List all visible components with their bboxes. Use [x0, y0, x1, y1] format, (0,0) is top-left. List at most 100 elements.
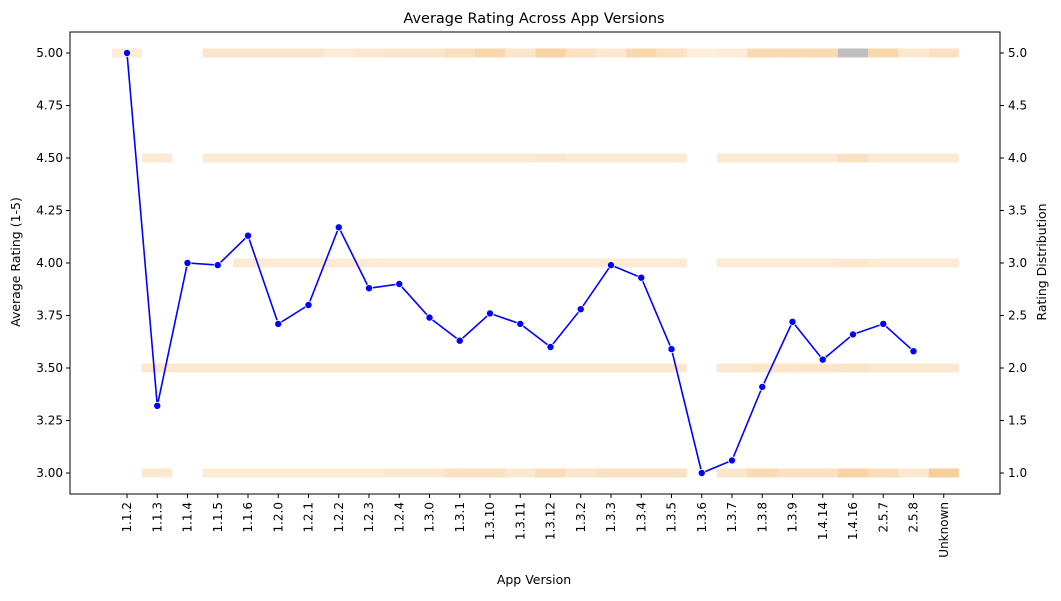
- heat-cell: [898, 363, 929, 373]
- heat-cell: [263, 468, 294, 478]
- data-point: [788, 317, 797, 326]
- heat-cell: [414, 468, 445, 478]
- x-tick-label: 2.5.7: [876, 502, 890, 533]
- heat-cell: [232, 363, 264, 373]
- heat-cell: [505, 153, 536, 163]
- data-point: [879, 319, 888, 328]
- heat-cell: [293, 258, 324, 268]
- heat-cell: [353, 258, 385, 268]
- data-point: [849, 330, 858, 339]
- x-tick-label: 1.2.4: [392, 502, 406, 533]
- heat-cell: [565, 468, 596, 478]
- y-tick-label-right: 5.0: [1008, 46, 1027, 60]
- heat-cell: [565, 48, 596, 58]
- data-point: [425, 313, 434, 322]
- heat-cell: [747, 258, 778, 268]
- heat-cell: [565, 363, 596, 373]
- y-tick-label-right: 4.0: [1008, 151, 1027, 165]
- heat-cell: [928, 468, 959, 478]
- heat-cell: [353, 48, 385, 58]
- heat-cell: [595, 363, 627, 373]
- y-tick-label-left: 4.75: [36, 99, 63, 113]
- heat-cell: [535, 468, 566, 478]
- data-point: [637, 273, 646, 282]
- heat-cell: [414, 363, 445, 373]
- data-point: [909, 347, 918, 356]
- heat-cell: [263, 363, 294, 373]
- heat-cell: [716, 363, 748, 373]
- heat-cell: [142, 363, 173, 373]
- heat-cell: [898, 468, 929, 478]
- x-tick-label: 1.2.0: [271, 502, 285, 533]
- heat-cell: [626, 258, 657, 268]
- y-axis-label-right: Rating Distribution: [1034, 203, 1049, 320]
- heat-cell: [837, 363, 869, 373]
- heat-cell: [384, 258, 415, 268]
- data-point: [334, 223, 343, 232]
- data-point: [213, 261, 222, 270]
- heat-cell: [384, 48, 415, 58]
- heat-cell: [202, 153, 233, 163]
- heat-cell: [323, 153, 354, 163]
- heat-cell: [656, 48, 687, 58]
- heat-cell: [807, 258, 838, 268]
- heat-cell: [444, 468, 475, 478]
- heat-cell: [807, 363, 838, 373]
- data-point: [274, 319, 283, 328]
- heat-cell: [353, 153, 385, 163]
- y-tick-label-left: 5.00: [36, 46, 63, 60]
- heat-cell: [928, 258, 959, 268]
- heat-cell: [384, 468, 415, 478]
- heat-cell: [928, 153, 959, 163]
- heat-cell: [293, 153, 324, 163]
- x-tick-label: 1.3.11: [513, 502, 527, 540]
- data-point: [546, 342, 555, 351]
- heat-cell: [747, 48, 778, 58]
- x-tick-label: 1.3.0: [423, 502, 437, 533]
- heat-cell: [535, 363, 566, 373]
- x-tick-label: 1.2.2: [332, 502, 346, 533]
- heat-cell: [444, 48, 475, 58]
- x-tick-label: 1.2.3: [362, 502, 376, 533]
- heat-cell: [505, 258, 536, 268]
- heat-cell: [837, 258, 869, 268]
- x-tick-label: 1.3.1: [453, 502, 467, 533]
- heat-cell: [474, 468, 506, 478]
- data-point: [667, 345, 676, 354]
- heat-cell: [474, 153, 506, 163]
- heat-cell: [444, 258, 475, 268]
- x-tick-label: 1.1.2: [120, 502, 134, 533]
- heat-cell: [868, 258, 899, 268]
- heat-cell: [837, 153, 869, 163]
- y-axis-label-left: Average Rating (1-5): [8, 197, 23, 327]
- heat-cell: [505, 468, 536, 478]
- y-tick-label-left: 4.50: [36, 151, 63, 165]
- data-point: [485, 309, 494, 318]
- heat-cell: [323, 468, 354, 478]
- heat-cell: [868, 363, 899, 373]
- data-point: [153, 401, 162, 410]
- x-tick-label: 1.1.3: [150, 502, 164, 533]
- y-tick-label-left: 3.75: [36, 309, 63, 323]
- data-point: [183, 258, 192, 267]
- heat-cell: [263, 48, 294, 58]
- x-tick-label: 1.1.4: [181, 502, 195, 533]
- heat-cell: [414, 153, 445, 163]
- heat-cell: [323, 363, 354, 373]
- heat-cell: [686, 48, 717, 58]
- heat-cell: [626, 153, 657, 163]
- heat-cell: [747, 153, 778, 163]
- heat-cell: [384, 363, 415, 373]
- y-tick-label-right: 2.0: [1008, 361, 1027, 375]
- x-tick-label: 1.3.12: [544, 502, 558, 540]
- heat-cell: [535, 258, 566, 268]
- heat-cell: [232, 153, 264, 163]
- heat-cell: [142, 153, 173, 163]
- y-tick-label-right: 3.0: [1008, 256, 1027, 270]
- heat-cell: [595, 468, 627, 478]
- y-tick-label-right: 3.5: [1008, 204, 1027, 218]
- x-tick-label: 1.1.5: [211, 502, 225, 533]
- line-layer: [123, 49, 918, 477]
- heat-cell: [868, 153, 899, 163]
- heat-cell: [807, 48, 838, 58]
